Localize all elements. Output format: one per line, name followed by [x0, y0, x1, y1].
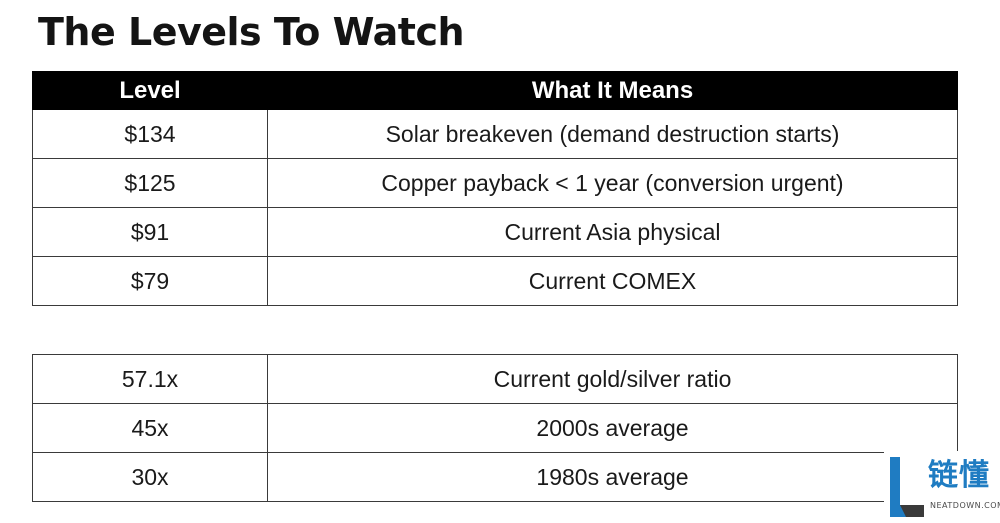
- ratio-cell: 57.1x: [32, 354, 268, 404]
- level-cell: $134: [32, 109, 268, 159]
- table-row: 45x 2000s average: [32, 403, 958, 453]
- table-row: 30x 1980s average: [32, 452, 958, 502]
- meaning-cell: Current gold/silver ratio: [267, 354, 958, 404]
- meaning-cell: 1980s average: [267, 452, 958, 502]
- column-header-meaning: What It Means: [267, 71, 958, 110]
- column-header-level: Level: [32, 71, 268, 110]
- level-cell: $125: [32, 158, 268, 208]
- levels-table: Level What It Means $134 Solar breakeven…: [32, 71, 958, 306]
- watermark-chinese-text: 链懂: [928, 458, 990, 493]
- table-row: $125 Copper payback < 1 year (conversion…: [32, 158, 958, 208]
- table-row: $134 Solar breakeven (demand destruction…: [32, 109, 958, 159]
- meaning-cell: Copper payback < 1 year (conversion urge…: [267, 158, 958, 208]
- table-row: $79 Current COMEX: [32, 256, 958, 306]
- watermark-english-text: NEATDOWN.COM: [930, 501, 1000, 510]
- meaning-cell: Current Asia physical: [267, 207, 958, 257]
- watermark-logo: 链懂 NEATDOWN.COM: [884, 451, 1000, 523]
- level-cell: $79: [32, 256, 268, 306]
- meaning-cell: Current COMEX: [267, 256, 958, 306]
- table-row: 57.1x Current gold/silver ratio: [32, 354, 958, 404]
- page-title: The Levels To Watch: [38, 10, 465, 54]
- ratio-cell: 45x: [32, 403, 268, 453]
- meaning-cell: Solar breakeven (demand destruction star…: [267, 109, 958, 159]
- header-row: Level What It Means: [32, 71, 958, 110]
- logo-l-icon: [890, 457, 924, 517]
- meaning-cell: 2000s average: [267, 403, 958, 453]
- ratio-table: 57.1x Current gold/silver ratio 45x 2000…: [32, 354, 958, 502]
- level-cell: $91: [32, 207, 268, 257]
- table-row: $91 Current Asia physical: [32, 207, 958, 257]
- ratio-cell: 30x: [32, 452, 268, 502]
